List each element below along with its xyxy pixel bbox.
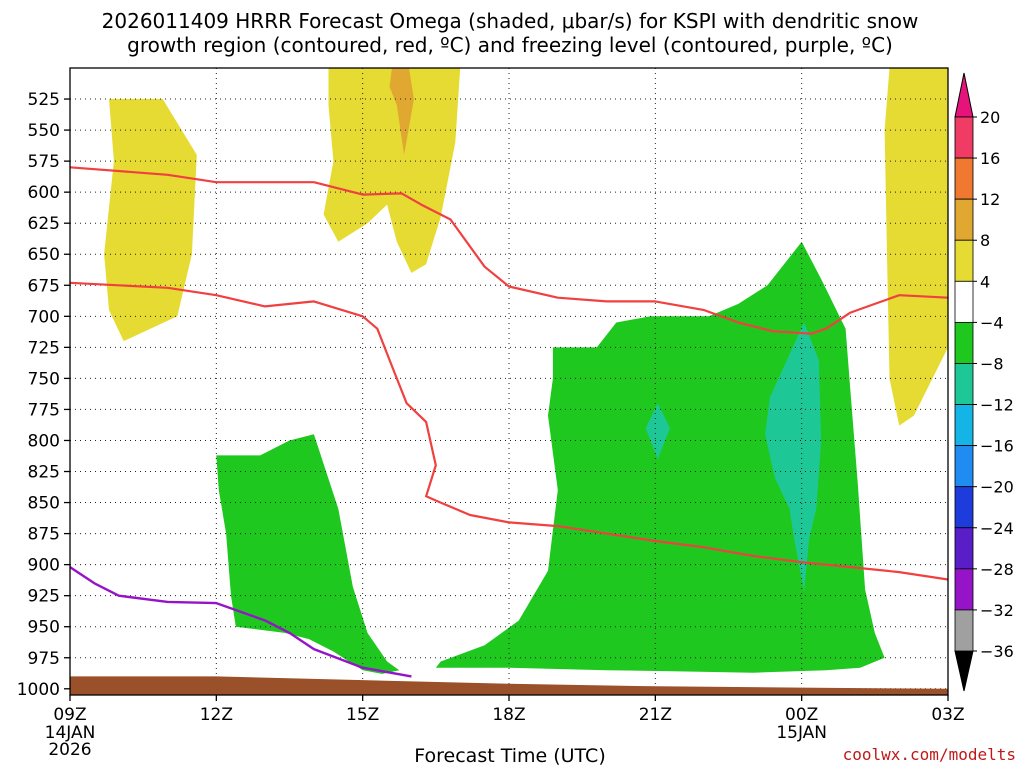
- x-tick-label-12Z: 12Z: [200, 705, 233, 725]
- colorbar-label-4: 4: [980, 272, 990, 291]
- x-tick-sublabel-14JAN: 14JAN: [45, 723, 96, 743]
- colorbar-label-6: −8: [980, 354, 1004, 373]
- omega-region-yellow-left: [104, 99, 197, 342]
- y-tick-label-850: 850: [28, 494, 60, 514]
- x-tick-label-03Z: 03Z: [931, 705, 964, 725]
- y-tick-label-1000: 1000: [17, 680, 60, 700]
- y-tick-label-675: 675: [28, 276, 60, 296]
- colorbar: 20 16 12 8 4 −4 −8 −12 −16 −20 −24 −28 −32 −36: [954, 72, 1014, 692]
- chart-title-line1: 2026011409 HRRR Forecast Omega (shaded, …: [102, 9, 919, 33]
- colorbar-bin-4: [954, 280, 974, 323]
- y-tick-label-775: 775: [28, 400, 60, 420]
- colorbar-label-7: −12: [980, 396, 1014, 415]
- omega-region-teal-small: [645, 403, 670, 460]
- colorbar-arrow-top: [954, 72, 974, 118]
- colorbar-bin-8: [954, 445, 974, 488]
- y-tick-label-825: 825: [28, 463, 60, 483]
- x-tick-label-18Z: 18Z: [492, 705, 525, 725]
- chart-title-line2: growth region (contoured, red, ºC) and f…: [127, 33, 893, 57]
- y-tick-label-950: 950: [28, 618, 60, 638]
- colorbar-bin-1: [954, 157, 974, 200]
- colorbar-label-13: −36: [980, 642, 1014, 661]
- colorbar-bin-12: [954, 609, 974, 652]
- colorbar-bin-6: [954, 363, 974, 405]
- y-tick-label-925: 925: [28, 587, 60, 607]
- colorbar-label-9: −20: [980, 478, 1014, 497]
- y-tick-label-750: 750: [28, 369, 60, 389]
- y-tick-label-800: 800: [28, 431, 60, 451]
- colorbar-bin-5: [954, 321, 974, 364]
- terrain-surface: [70, 676, 948, 695]
- omega-region-orange-mid: [389, 68, 414, 155]
- colorbar-label-0: 20: [980, 108, 1000, 127]
- x-tick-sublabel-15JAN: 15JAN: [776, 723, 827, 743]
- colorbar-bin-9: [954, 486, 974, 529]
- omega-region-green-big: [435, 241, 885, 673]
- y-tick-label-875: 875: [28, 525, 60, 545]
- colorbar-arrow-bottom: [954, 650, 974, 692]
- y-tick-label-550: 550: [28, 121, 60, 141]
- dgz-contour-upper: [69, 166, 949, 335]
- colorbar-label-8: −16: [980, 437, 1014, 456]
- x-axis-label: Forecast Time (UTC): [414, 745, 605, 767]
- colorbar-label-11: −28: [980, 560, 1014, 579]
- freezing-level-contour: [69, 566, 412, 678]
- omega-shading: [104, 68, 948, 674]
- dgz-contour-lower: [69, 281, 949, 581]
- colorbar-bin-0: [954, 116, 974, 159]
- omega-region-green-left: [216, 434, 400, 674]
- colorbar-label-10: −24: [980, 519, 1014, 538]
- y-tick-label-600: 600: [28, 183, 60, 203]
- colorbar-label-3: 8: [980, 231, 990, 250]
- colorbar-bin-11: [954, 568, 974, 611]
- omega-region-yellow-right: [884, 68, 948, 426]
- colorbar-bin-2: [954, 198, 974, 241]
- y-tick-label-575: 575: [28, 152, 60, 172]
- contour-lines: [69, 166, 949, 678]
- x-tick-label-21Z: 21Z: [639, 705, 672, 725]
- y-tick-label-725: 725: [28, 338, 60, 358]
- colorbar-label-2: 12: [980, 190, 1000, 209]
- x-tick-label-15Z: 15Z: [346, 705, 379, 725]
- x-tick-label-00Z: 00Z: [785, 705, 818, 725]
- credit-text: coolwx.com/modelts: [843, 745, 1016, 764]
- y-axis: 525 550 575 600 625 650 675 700 725 750 775 800 825 8…: [17, 90, 70, 700]
- y-tick-label-900: 900: [28, 556, 60, 576]
- colorbar-label-1: 16: [980, 149, 1000, 168]
- colorbar-label-5: −4: [980, 313, 1004, 332]
- colorbar-bin-3: [954, 239, 974, 282]
- y-tick-label-625: 625: [28, 214, 60, 234]
- colorbar-label-12: −32: [980, 601, 1014, 620]
- omega-region-teal-big: [765, 322, 822, 592]
- y-tick-label-650: 650: [28, 245, 60, 265]
- y-tick-label-975: 975: [28, 649, 60, 669]
- omega-region-yellow-mid: [323, 68, 461, 273]
- x-tick-label-09Z: 09Z: [53, 705, 86, 725]
- y-tick-label-525: 525: [28, 90, 60, 110]
- y-tick-label-700: 700: [28, 307, 60, 327]
- x-tick-sublabel-2026: 2026: [48, 740, 91, 760]
- colorbar-bin-7: [954, 404, 974, 447]
- colorbar-bin-10: [954, 527, 974, 570]
